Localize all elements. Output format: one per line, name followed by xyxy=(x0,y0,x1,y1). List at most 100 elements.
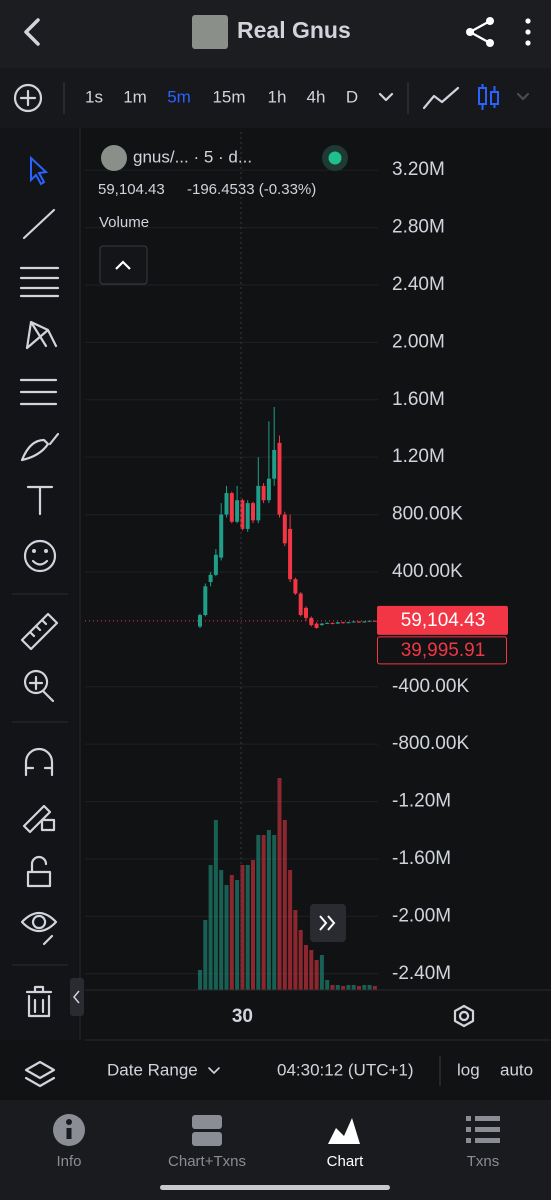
volume-bar xyxy=(341,986,346,990)
interval-button[interactable]: D xyxy=(346,87,358,106)
collapse-arrow xyxy=(73,990,80,1004)
y-tick-label: 400.00K xyxy=(392,561,463,582)
interval-button[interactable]: 15m xyxy=(212,87,245,106)
y-tick-label: -2.00M xyxy=(392,905,451,926)
projection-tool[interactable] xyxy=(19,378,58,406)
candle-body xyxy=(261,485,266,501)
y-tick-label: -2.40M xyxy=(392,963,451,984)
volume-bar xyxy=(304,945,308,990)
candle-chart-button[interactable] xyxy=(478,84,499,110)
volume-bar xyxy=(198,970,202,990)
candle-body xyxy=(277,442,282,515)
last-price-label: 59,104.43 xyxy=(401,610,486,631)
settings-button[interactable] xyxy=(453,1004,475,1028)
zoom-tool[interactable] xyxy=(23,669,55,703)
volume-bar xyxy=(245,865,250,990)
legend: gnus/... · 5 · d... 59,104.43 -196.4533 … xyxy=(98,145,348,285)
volume-bar xyxy=(272,835,277,990)
collapse-legend[interactable] xyxy=(99,245,148,285)
drawing-toolbar xyxy=(0,128,78,1040)
layers-button[interactable] xyxy=(24,1060,56,1088)
interval-button[interactable]: 1h xyxy=(268,87,287,106)
menu-button[interactable] xyxy=(525,18,531,46)
volume-bar xyxy=(330,985,335,990)
info-icon xyxy=(53,1114,85,1146)
volume-legend: Volume xyxy=(99,214,149,231)
candle-body xyxy=(330,622,335,624)
scroll-to-latest[interactable] xyxy=(310,904,346,942)
volume-bar xyxy=(325,980,330,990)
candle-body xyxy=(240,500,245,529)
y-tick-label: -1.20M xyxy=(392,791,451,812)
volume-bar xyxy=(319,955,324,990)
cursor-tool[interactable] xyxy=(30,155,49,186)
candle-body xyxy=(304,607,308,618)
second-price-label: 39,995.91 xyxy=(401,640,486,661)
lock-drawings[interactable] xyxy=(22,804,56,834)
candle-body xyxy=(282,514,287,544)
y-tick-label: -1.60M xyxy=(392,848,451,869)
trend-line-tool[interactable] xyxy=(22,208,56,240)
candle-body xyxy=(319,623,324,626)
magnet-tool[interactable] xyxy=(24,747,54,777)
y-tick-label: -800.00K xyxy=(392,733,469,754)
volume-bar xyxy=(298,930,303,990)
back-button[interactable] xyxy=(24,18,40,46)
chart-txns-icon xyxy=(192,1115,222,1146)
nav-tab[interactable]: Info xyxy=(56,1153,81,1170)
candle-body xyxy=(293,579,298,594)
brush-tool[interactable] xyxy=(20,432,60,462)
emoji-tool[interactable] xyxy=(23,539,57,573)
second-price-box xyxy=(377,636,507,665)
hide-tool[interactable] xyxy=(20,911,58,946)
volume-bar xyxy=(357,986,361,990)
candle-body xyxy=(256,485,261,521)
fib-tool[interactable] xyxy=(19,266,60,298)
line-chart-button[interactable] xyxy=(422,86,460,110)
collapse-toolbar[interactable] xyxy=(70,978,84,1016)
chart-type-dropdown[interactable] xyxy=(516,92,530,101)
date-range[interactable]: Date Range xyxy=(107,1060,198,1079)
candle-body xyxy=(335,622,340,624)
volume-bar xyxy=(277,778,282,990)
add-indicator[interactable] xyxy=(13,83,43,113)
interval-button[interactable]: 1s xyxy=(85,87,103,106)
candle-body xyxy=(298,593,303,616)
text-tool[interactable] xyxy=(26,485,54,516)
candle-body xyxy=(372,620,377,622)
candle-body xyxy=(198,615,202,627)
nav-tab[interactable]: Chart xyxy=(327,1153,365,1170)
candle-body xyxy=(309,617,314,626)
scroll-arrow xyxy=(319,915,336,931)
interval-button[interactable]: 1m xyxy=(123,87,147,106)
interval-button[interactable]: 4h xyxy=(307,87,326,106)
volume-bar xyxy=(293,910,298,990)
nav-tab[interactable]: Txns xyxy=(467,1153,500,1170)
auto-toggle[interactable]: auto xyxy=(500,1060,533,1079)
lock-tool[interactable] xyxy=(26,855,52,888)
share-button[interactable] xyxy=(466,17,494,47)
volume-bar xyxy=(282,820,287,990)
candle-body xyxy=(203,586,208,616)
volume-bar xyxy=(266,830,271,990)
volume-bar xyxy=(372,986,377,990)
ruler-tool[interactable] xyxy=(20,612,59,651)
pattern-tool[interactable] xyxy=(25,320,58,350)
clock: 04:30:12 (UTC+1) xyxy=(277,1060,414,1079)
candle-body xyxy=(314,623,319,628)
y-tick-label: 2.80M xyxy=(392,217,445,238)
interval-dropdown[interactable] xyxy=(378,92,394,102)
delete-tool[interactable] xyxy=(25,985,53,1018)
candle-body xyxy=(351,621,356,623)
x-tick-label: 30 xyxy=(232,1006,253,1027)
status-dot xyxy=(328,151,342,165)
log-toggle[interactable]: log xyxy=(457,1060,480,1079)
last-value: 59,104.43 xyxy=(98,181,165,198)
candle-body xyxy=(357,621,361,623)
volume-bar xyxy=(288,870,293,990)
nav-tab[interactable]: Chart+Txns xyxy=(168,1153,246,1170)
header xyxy=(0,0,551,68)
interval-button[interactable]: 5m xyxy=(167,87,191,106)
collapse-arrow xyxy=(115,260,131,270)
